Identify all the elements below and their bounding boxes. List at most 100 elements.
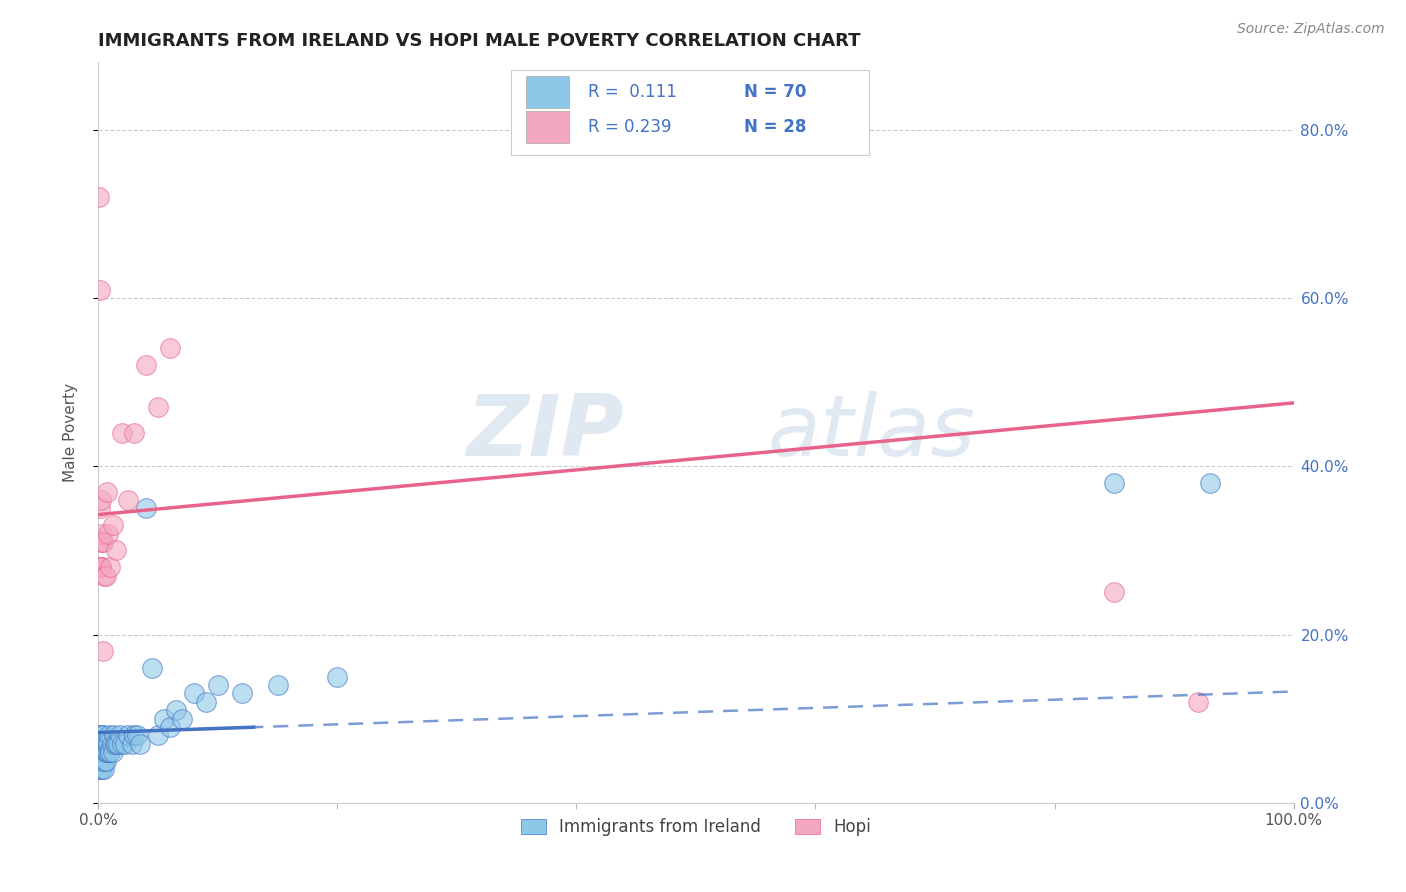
Point xyxy=(148,729,170,743)
Point xyxy=(108,729,131,743)
Point xyxy=(129,737,152,751)
Point xyxy=(93,762,115,776)
Point xyxy=(267,678,290,692)
Text: N = 28: N = 28 xyxy=(744,118,806,136)
Point xyxy=(90,737,112,751)
Point xyxy=(135,359,157,373)
Point xyxy=(153,712,176,726)
Point xyxy=(104,737,127,751)
Point xyxy=(135,501,157,516)
Point xyxy=(90,560,112,574)
Point xyxy=(124,425,146,440)
Point xyxy=(141,661,163,675)
Point xyxy=(101,518,124,533)
Point xyxy=(89,560,111,574)
Point xyxy=(89,283,111,297)
Point xyxy=(89,190,111,204)
Point xyxy=(1104,476,1126,491)
Point xyxy=(89,729,111,743)
Point xyxy=(91,762,114,776)
Point xyxy=(93,568,115,582)
Point xyxy=(90,754,112,768)
Point xyxy=(97,526,120,541)
Point xyxy=(89,762,111,776)
Point xyxy=(94,737,117,751)
Point xyxy=(94,745,117,759)
Point xyxy=(98,745,122,759)
Point xyxy=(96,745,118,759)
Point xyxy=(90,492,112,507)
FancyBboxPatch shape xyxy=(526,76,569,108)
Point xyxy=(94,754,117,768)
Point xyxy=(195,695,218,709)
Point xyxy=(90,762,112,776)
Point xyxy=(91,754,114,768)
Point xyxy=(90,745,112,759)
Point xyxy=(90,535,112,549)
Point xyxy=(103,729,125,743)
Point xyxy=(93,745,115,759)
Point xyxy=(1104,585,1126,599)
Point xyxy=(96,737,118,751)
Point xyxy=(90,560,112,574)
Point xyxy=(231,686,253,700)
Text: IMMIGRANTS FROM IRELAND VS HOPI MALE POVERTY CORRELATION CHART: IMMIGRANTS FROM IRELAND VS HOPI MALE POV… xyxy=(98,32,860,50)
Point xyxy=(96,745,118,759)
Point xyxy=(117,492,139,507)
Point xyxy=(91,745,114,759)
Point xyxy=(90,737,112,751)
Point xyxy=(93,745,115,759)
Text: ZIP: ZIP xyxy=(467,391,624,475)
Point xyxy=(98,560,122,574)
Point xyxy=(207,678,229,692)
Point xyxy=(97,737,120,751)
Point xyxy=(98,729,121,743)
Point xyxy=(91,737,114,751)
Point xyxy=(91,737,114,751)
Point xyxy=(183,686,205,700)
Point xyxy=(89,754,111,768)
Point xyxy=(107,737,129,751)
Point xyxy=(90,754,112,768)
Point xyxy=(159,720,181,734)
Point xyxy=(159,342,181,356)
Point xyxy=(89,754,111,768)
Text: Source: ZipAtlas.com: Source: ZipAtlas.com xyxy=(1237,22,1385,37)
Point xyxy=(1187,695,1209,709)
Point xyxy=(94,568,117,582)
FancyBboxPatch shape xyxy=(510,70,869,155)
Point xyxy=(172,712,194,726)
Text: R =  0.111: R = 0.111 xyxy=(589,83,678,101)
Point xyxy=(111,737,134,751)
Text: atlas: atlas xyxy=(768,391,976,475)
Point xyxy=(91,754,114,768)
Point xyxy=(165,703,187,717)
Point xyxy=(117,729,139,743)
Point xyxy=(90,729,112,743)
Point xyxy=(114,737,136,751)
Point xyxy=(93,754,115,768)
Point xyxy=(91,729,114,743)
Point xyxy=(91,535,114,549)
Point xyxy=(98,745,121,759)
Point xyxy=(105,737,128,751)
Point xyxy=(91,526,114,541)
Text: N = 70: N = 70 xyxy=(744,83,806,101)
Y-axis label: Male Poverty: Male Poverty xyxy=(63,383,77,483)
Legend: Immigrants from Ireland, Hopi: Immigrants from Ireland, Hopi xyxy=(515,811,877,843)
Point xyxy=(91,754,114,768)
Point xyxy=(89,737,111,751)
Point xyxy=(90,745,112,759)
Point xyxy=(89,745,111,759)
Point xyxy=(93,754,115,768)
Point xyxy=(91,745,114,759)
Point xyxy=(90,745,112,759)
FancyBboxPatch shape xyxy=(526,111,569,143)
Point xyxy=(91,644,114,658)
Point xyxy=(91,535,114,549)
Text: R = 0.239: R = 0.239 xyxy=(589,118,672,136)
Point xyxy=(101,745,124,759)
Point xyxy=(96,484,118,499)
Point xyxy=(89,754,111,768)
Point xyxy=(125,729,148,743)
